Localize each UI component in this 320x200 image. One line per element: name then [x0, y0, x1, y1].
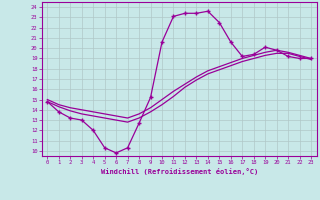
- X-axis label: Windchill (Refroidissement éolien,°C): Windchill (Refroidissement éolien,°C): [100, 168, 258, 175]
